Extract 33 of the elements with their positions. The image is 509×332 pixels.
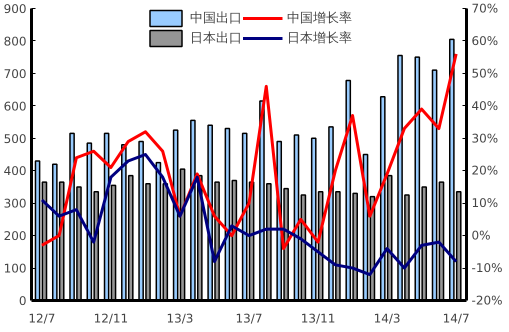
y2-tick-label: 50% — [472, 66, 498, 80]
y2-tick-label: 20% — [472, 164, 498, 178]
y-tick-label: 400 — [4, 164, 26, 178]
x-tick-label: 12/7 — [28, 312, 56, 326]
legend-label: 日本出口 — [190, 30, 242, 47]
y2-tick-label: 60% — [472, 34, 498, 48]
y2-tick-label: -10% — [472, 261, 503, 276]
y2-tick-label: 70% — [472, 2, 498, 16]
y-tick-label: 700 — [4, 66, 26, 81]
y-tick-label: 900 — [4, 2, 26, 16]
y-tick-label: 600 — [4, 99, 26, 114]
y2-tick-label: -20% — [472, 294, 503, 308]
x-tick-label: 13/3 — [166, 312, 194, 326]
x-tick-label: 13/7 — [236, 312, 262, 326]
y2-tick-label: 0% — [472, 228, 491, 243]
legend-label: 日本增长率 — [287, 30, 352, 47]
y-tick-label: 300 — [4, 196, 26, 211]
x-tick-label: 12/11 — [94, 312, 128, 326]
line-series — [40, 153, 458, 276]
line-series — [40, 52, 458, 250]
legend-label: 中国出口 — [190, 10, 242, 27]
y-tick-label: 800 — [4, 34, 26, 48]
y-tick-label: 0 — [18, 294, 27, 308]
y2-tick-label: 40% — [472, 98, 498, 113]
y-tick-label: 200 — [4, 229, 26, 244]
x-tick-label: 14/7 — [442, 312, 470, 326]
x-tick-label: 13/11 — [300, 312, 336, 326]
y2-tick-label: 10% — [472, 196, 498, 210]
y2-tick-label: 30% — [472, 131, 498, 146]
y-tick-label: 500 — [4, 132, 26, 146]
x-tick-label: 14/3 — [374, 312, 401, 326]
y-tick-label: 100 — [4, 262, 26, 276]
legend-label: 中国增长率 — [287, 10, 352, 27]
